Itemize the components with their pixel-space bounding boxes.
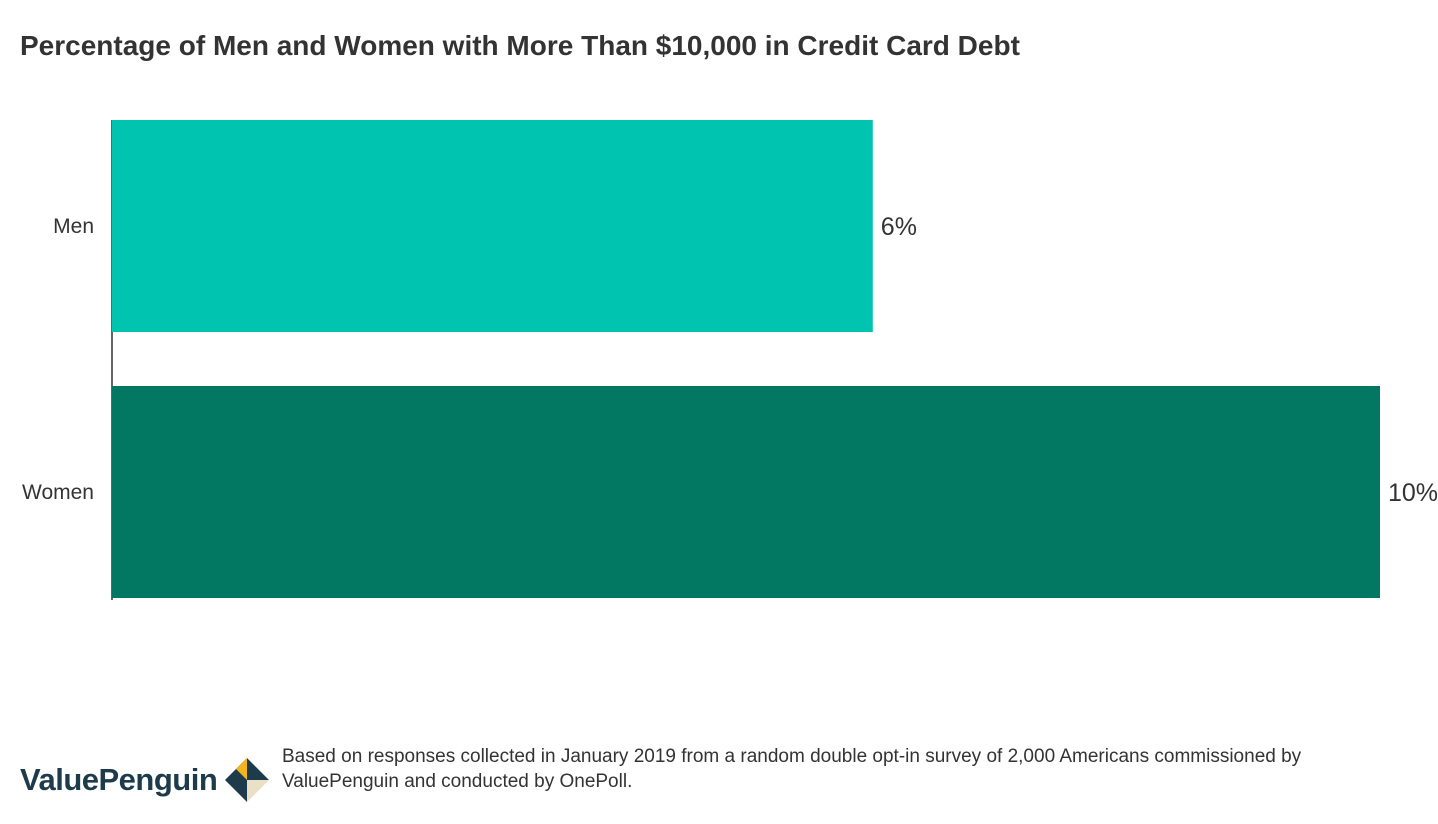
bar-chart: Men 6% Women 10% bbox=[22, 120, 1438, 600]
value-label-women: 10% bbox=[1388, 479, 1438, 507]
brand-logo: ValuePenguin bbox=[20, 758, 270, 802]
category-label-men: Men bbox=[53, 215, 94, 238]
category-label-women: Women bbox=[22, 481, 94, 504]
brand-name: ValuePenguin bbox=[20, 762, 218, 797]
value-label-men: 6% bbox=[881, 213, 917, 241]
bar-women bbox=[112, 386, 1380, 598]
bar-men bbox=[112, 120, 873, 332]
penguin-logo-icon bbox=[225, 758, 270, 802]
chart-title: Percentage of Men and Women with More Th… bbox=[20, 30, 1020, 61]
source-note: Based on responses collected in January … bbox=[282, 746, 1302, 792]
